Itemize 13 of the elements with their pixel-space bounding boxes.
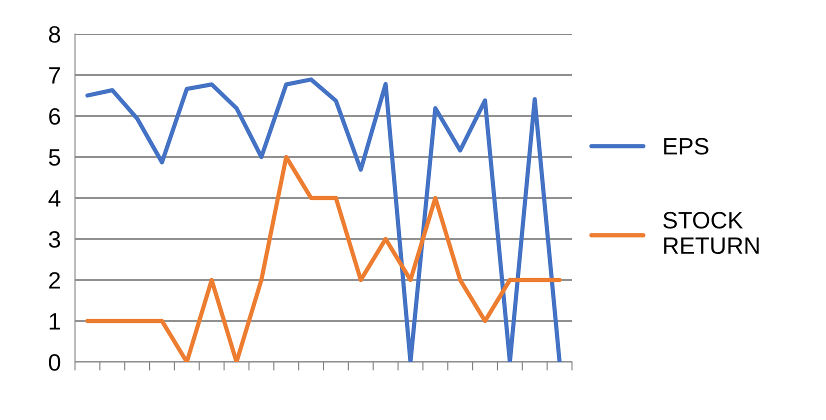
y-tick-label: 1	[50, 313, 60, 330]
legend-label: EPS	[664, 138, 708, 155]
line-series	[85, 77, 562, 362]
y-tick-label: 6	[49, 108, 60, 125]
y-tick-label: 4	[48, 190, 60, 207]
y-tick-label: 5	[48, 149, 60, 166]
y-tick-label: 2	[49, 272, 60, 289]
legend-label: STOCK RETURN	[663, 212, 759, 254]
y-tick-label: 0	[48, 354, 60, 371]
y-tick-label: 7	[49, 67, 60, 84]
y-tick-label: 3	[48, 231, 60, 248]
y-tick-label: 8	[49, 26, 60, 43]
line-series	[85, 154, 562, 362]
